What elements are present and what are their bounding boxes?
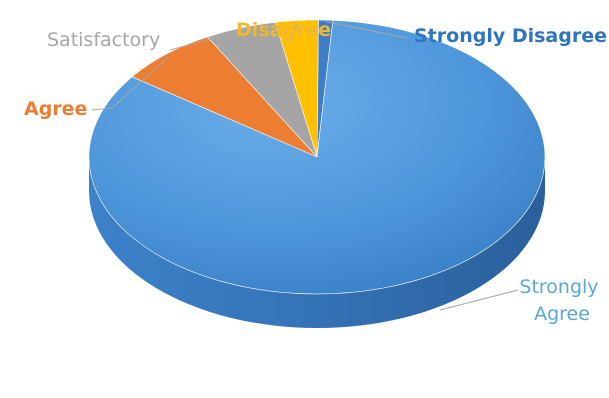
leader-disagree — [289, 23, 298, 43]
label-strongly-agree-line2: Agree — [534, 303, 590, 325]
slice-agree — [131, 36, 318, 158]
label-satisfactory: Satisfactory — [47, 29, 160, 51]
slice-strongly-agree — [88, 19, 546, 295]
pie-side-wall — [89, 157, 545, 328]
label-strongly-agree: Strongly Agree — [519, 276, 604, 325]
label-disagree: Disagree — [236, 19, 331, 41]
pie-side-group — [89, 157, 545, 328]
leader-agree — [91, 56, 170, 111]
leader-strongly-disagree — [325, 21, 408, 39]
label-strongly-agree-line1: Strongly — [519, 276, 598, 298]
leader-strongly-agree — [439, 289, 519, 311]
leader-satisfactory — [169, 30, 243, 51]
pie-slices — [88, 19, 546, 295]
label-strongly-disagree: Strongly Disagree — [414, 25, 607, 47]
leader-lines — [91, 21, 519, 311]
label-agree: Agree — [24, 98, 87, 120]
